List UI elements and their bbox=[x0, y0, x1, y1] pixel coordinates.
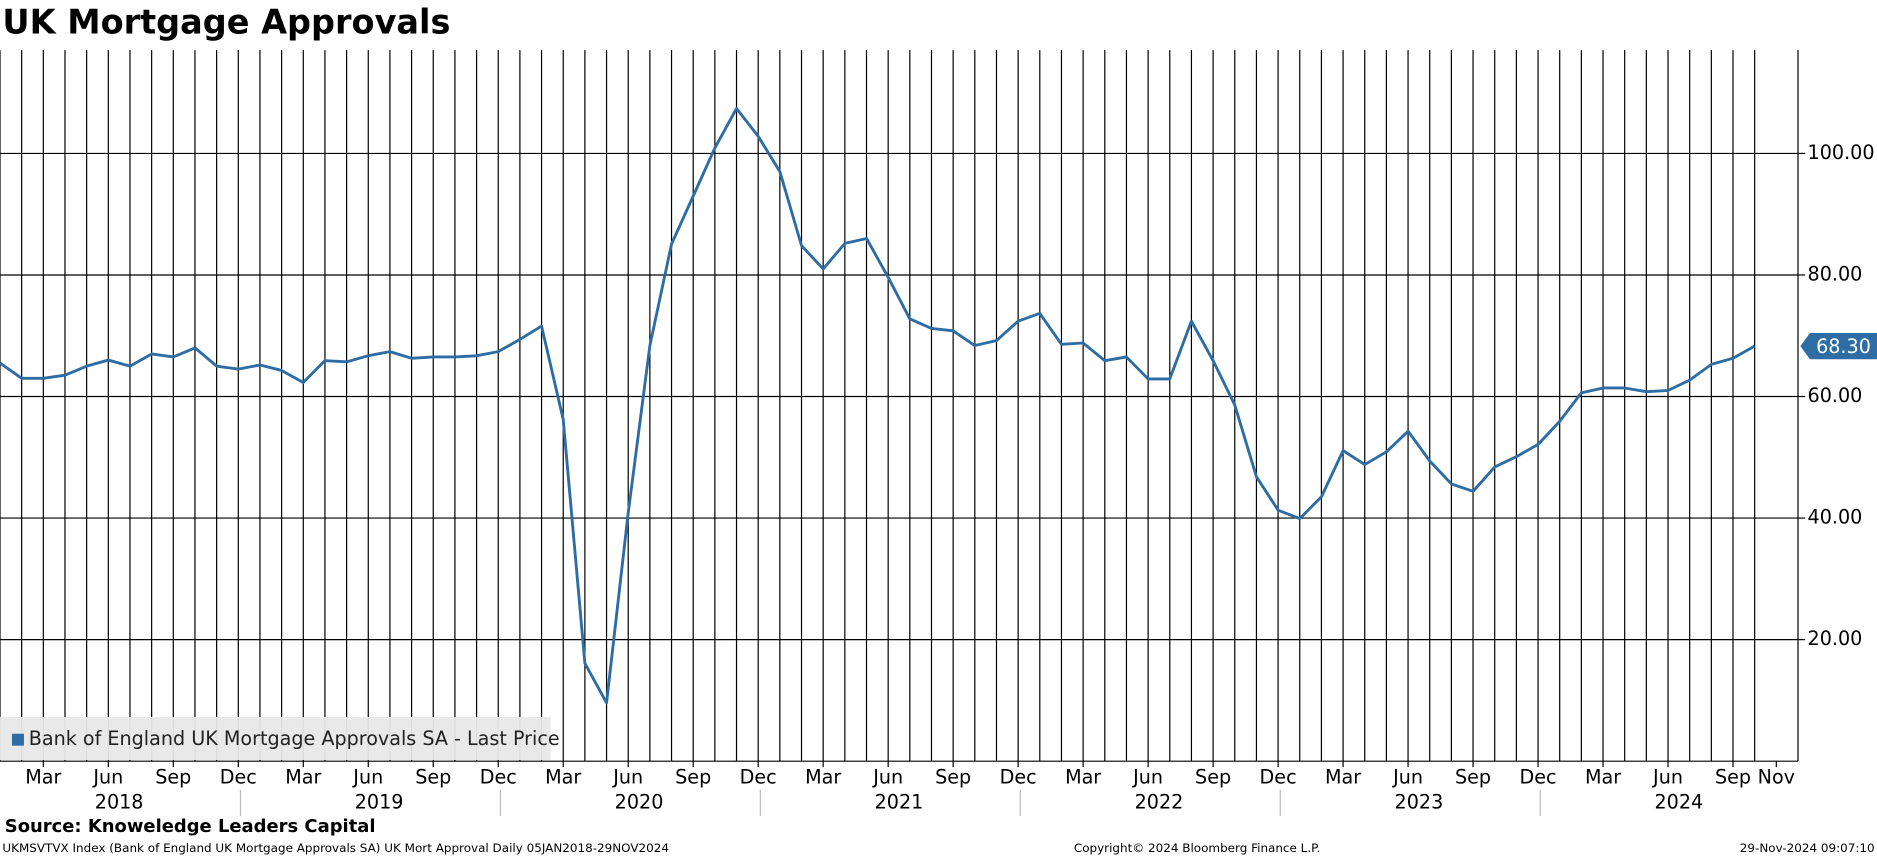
x-tick-label: Dec bbox=[1520, 765, 1557, 788]
x-tick-label: Dec bbox=[1000, 765, 1037, 788]
legend-swatch bbox=[11, 733, 24, 746]
year-label: 2018 bbox=[95, 790, 144, 813]
series-line bbox=[0, 107, 1756, 705]
x-tick-label: Sep bbox=[1455, 765, 1491, 788]
last-price-label: 68.30 bbox=[1816, 335, 1871, 358]
chart-title: UK Mortgage Approvals bbox=[2, 2, 450, 41]
source: Source: Knoweledge Leaders Capital bbox=[5, 816, 376, 837]
x-tick-label: Dec bbox=[1260, 765, 1297, 788]
x-tick-label: Dec bbox=[740, 765, 777, 788]
year-label: 2023 bbox=[1395, 790, 1444, 813]
x-tick-label: Sep bbox=[675, 765, 711, 788]
x-tick-label: Sep bbox=[415, 765, 451, 788]
x-tick-label: Jun bbox=[92, 765, 123, 788]
x-tick-label: Mar bbox=[285, 765, 321, 788]
footer-right: 29-Nov-2024 09:07:10 bbox=[1740, 841, 1875, 855]
x-tick-label: Sep bbox=[935, 765, 971, 788]
last-price-tag: 68.30 bbox=[1800, 332, 1877, 360]
x-tick-label: Sep bbox=[1715, 765, 1751, 788]
x-tick-label: Jun bbox=[352, 765, 383, 788]
y-tick-label: 100.00 bbox=[1808, 141, 1875, 164]
y-tick-label: 60.00 bbox=[1808, 384, 1863, 407]
x-tick-label: Jun bbox=[612, 765, 643, 788]
x-tick-label: Dec bbox=[480, 765, 517, 788]
x-tick-label: Mar bbox=[545, 765, 581, 788]
legend-box bbox=[0, 717, 551, 760]
x-tick-label: Mar bbox=[1325, 765, 1361, 788]
x-tick-label: Mar bbox=[805, 765, 841, 788]
x-tick-label: Nov bbox=[1758, 765, 1795, 788]
x-tick-label: Jun bbox=[872, 765, 903, 788]
x-tick-label: Dec bbox=[220, 765, 257, 788]
year-label: 2022 bbox=[1135, 790, 1184, 813]
year-label: 2019 bbox=[355, 790, 404, 813]
x-tick-label: Mar bbox=[1065, 765, 1101, 788]
x-tick-label: Mar bbox=[25, 765, 61, 788]
x-tick-label: Jun bbox=[1132, 765, 1163, 788]
footer-left: UKMSVTVX Index (Bank of England UK Mortg… bbox=[2, 841, 669, 855]
y-tick-label: 20.00 bbox=[1808, 627, 1863, 650]
x-tick-label: Jun bbox=[1652, 765, 1683, 788]
year-label: 2024 bbox=[1654, 790, 1703, 813]
footer-center: Copyright© 2024 Bloomberg Finance L.P. bbox=[1074, 841, 1320, 855]
x-tick-label: Sep bbox=[1195, 765, 1231, 788]
x-tick-label: Mar bbox=[1585, 765, 1621, 788]
y-tick-label: 80.00 bbox=[1808, 262, 1863, 285]
last-price-box bbox=[1800, 332, 1877, 360]
y-tick-label: 40.00 bbox=[1808, 506, 1863, 529]
legend: Bank of England UK Mortgage Approvals SA… bbox=[0, 717, 560, 760]
legend-label: Bank of England UK Mortgage Approvals SA… bbox=[29, 727, 560, 750]
x-tick-label: Sep bbox=[155, 765, 191, 788]
year-label: 2021 bbox=[875, 790, 924, 813]
x-tick-label: Jun bbox=[1392, 765, 1423, 788]
year-label: 2020 bbox=[615, 790, 664, 813]
